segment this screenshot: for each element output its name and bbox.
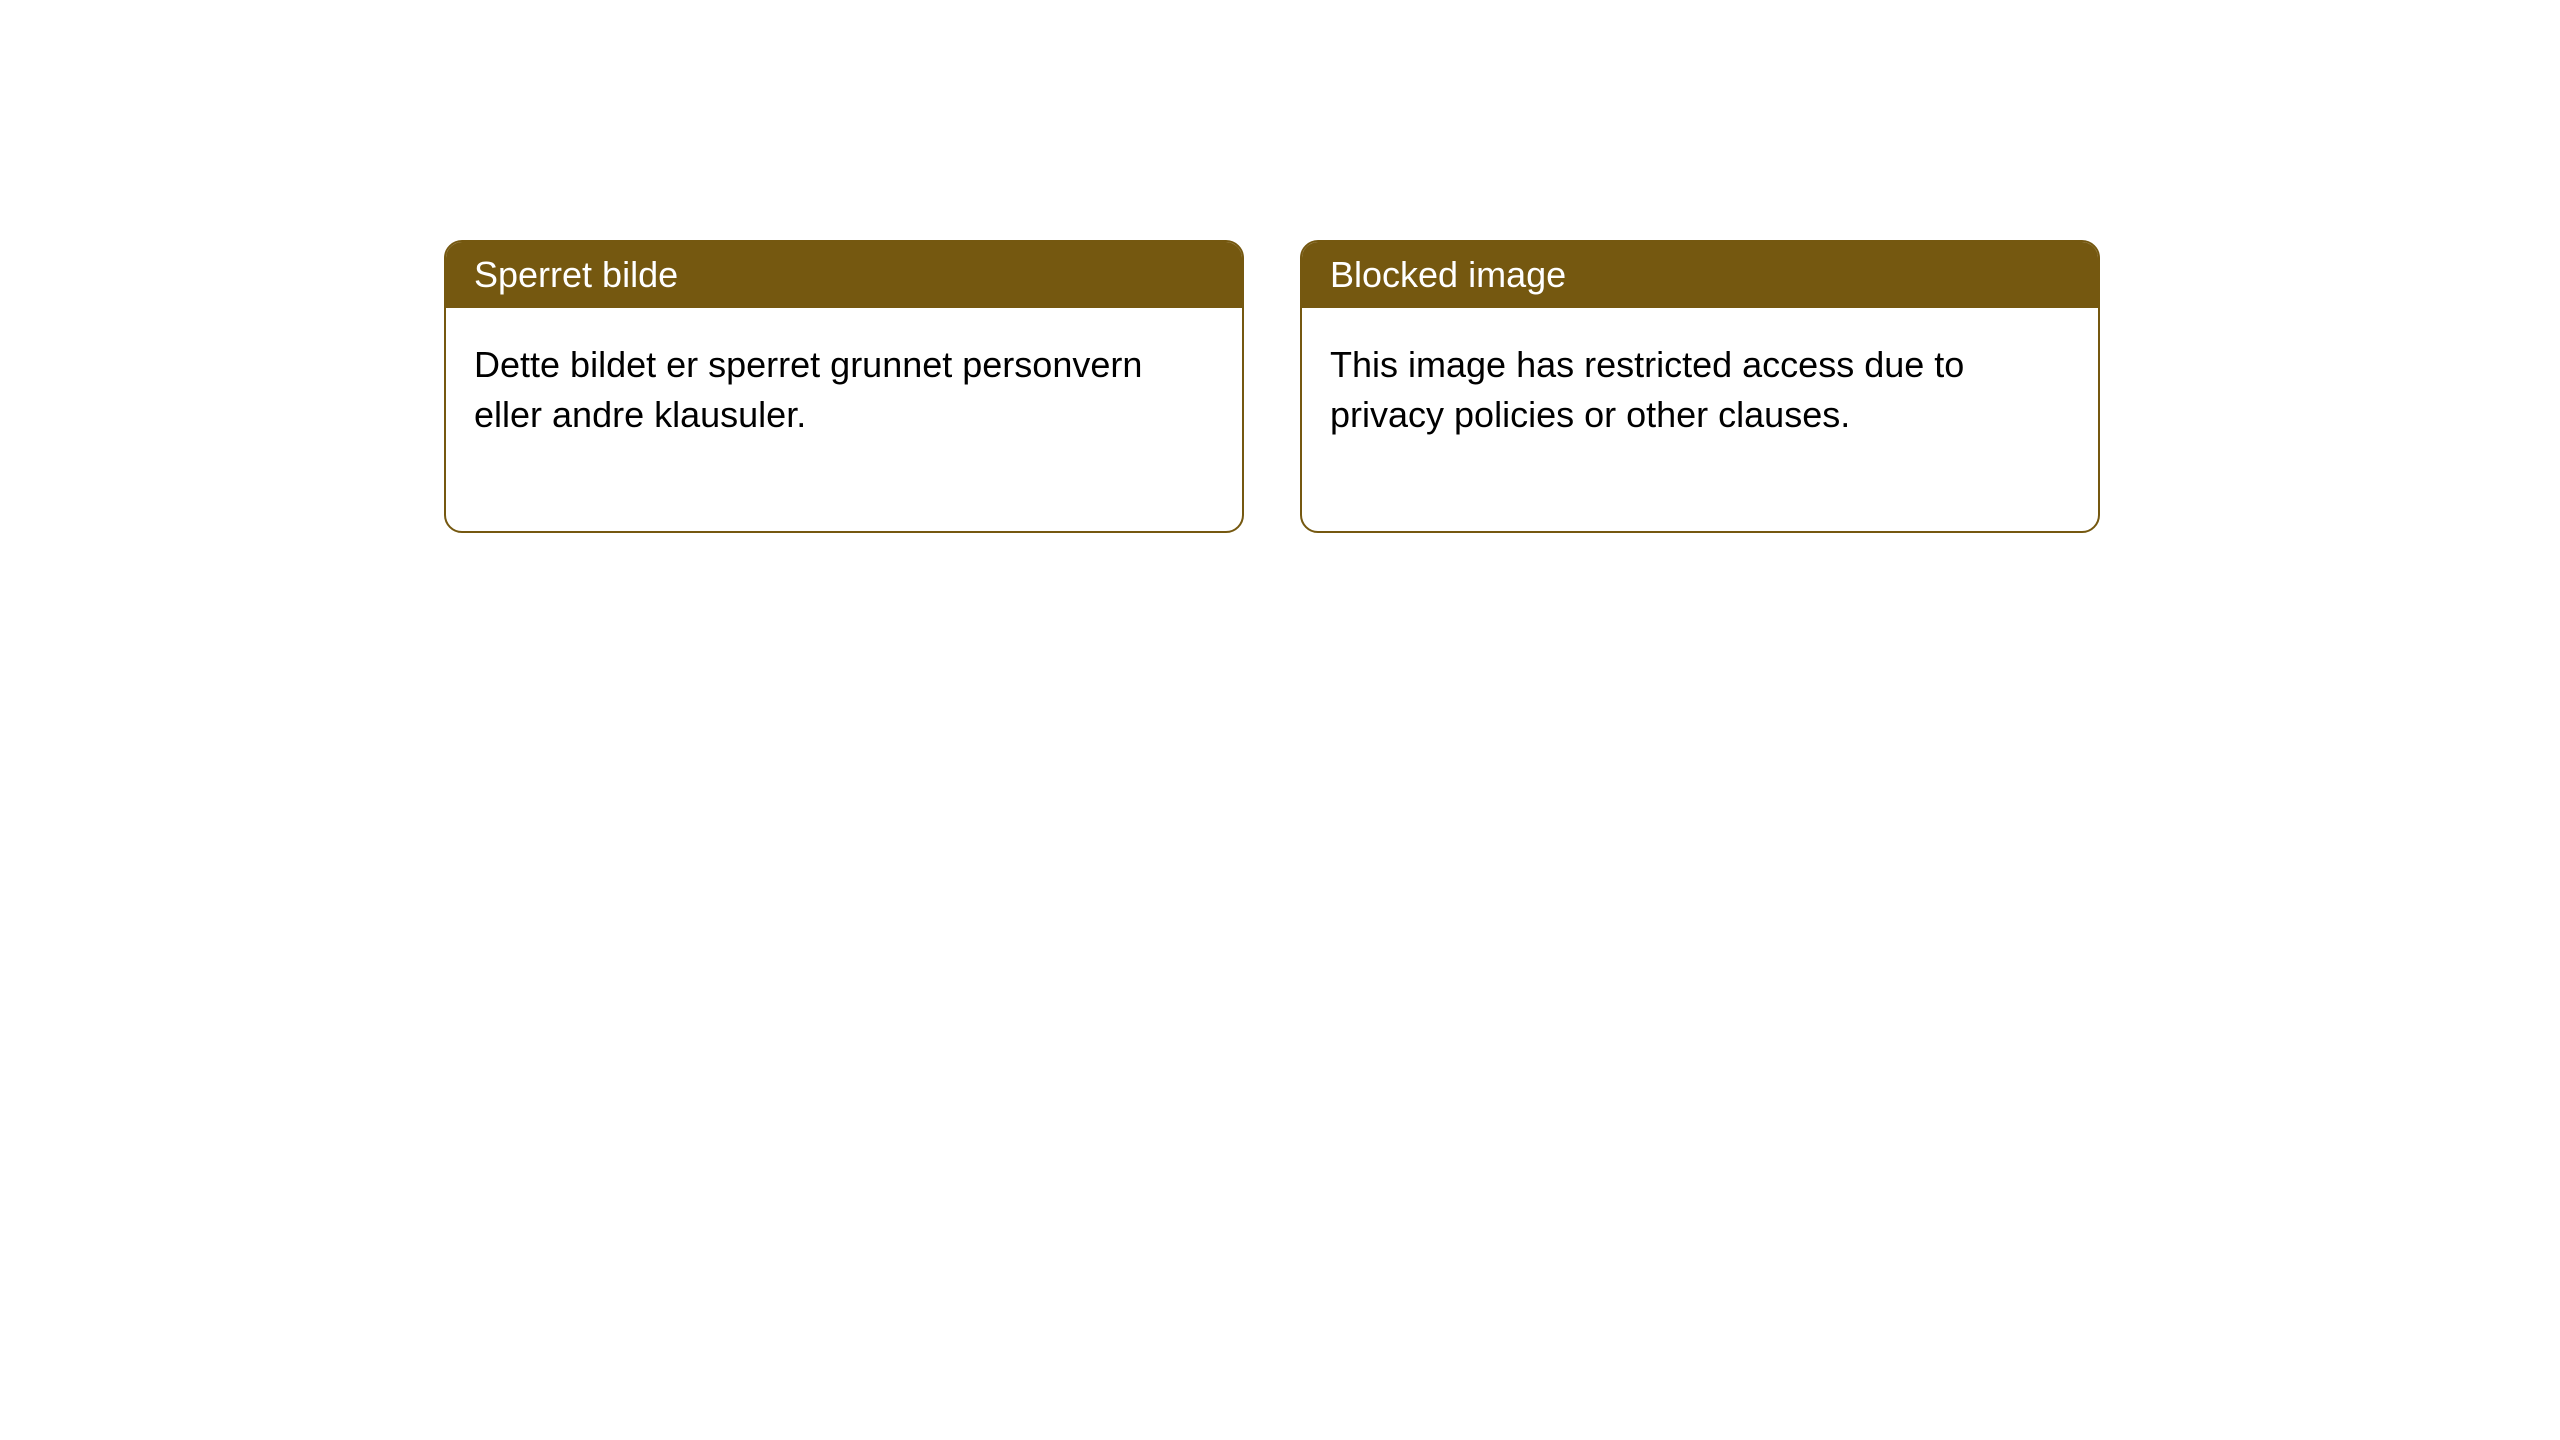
notice-body: Dette bildet er sperret grunnet personve… <box>446 308 1242 531</box>
notice-container: Sperret bilde Dette bildet er sperret gr… <box>0 0 2560 533</box>
notice-header: Blocked image <box>1302 242 2098 308</box>
notice-header: Sperret bilde <box>446 242 1242 308</box>
notice-body: This image has restricted access due to … <box>1302 308 2098 531</box>
notice-card-norwegian: Sperret bilde Dette bildet er sperret gr… <box>444 240 1244 533</box>
notice-card-english: Blocked image This image has restricted … <box>1300 240 2100 533</box>
